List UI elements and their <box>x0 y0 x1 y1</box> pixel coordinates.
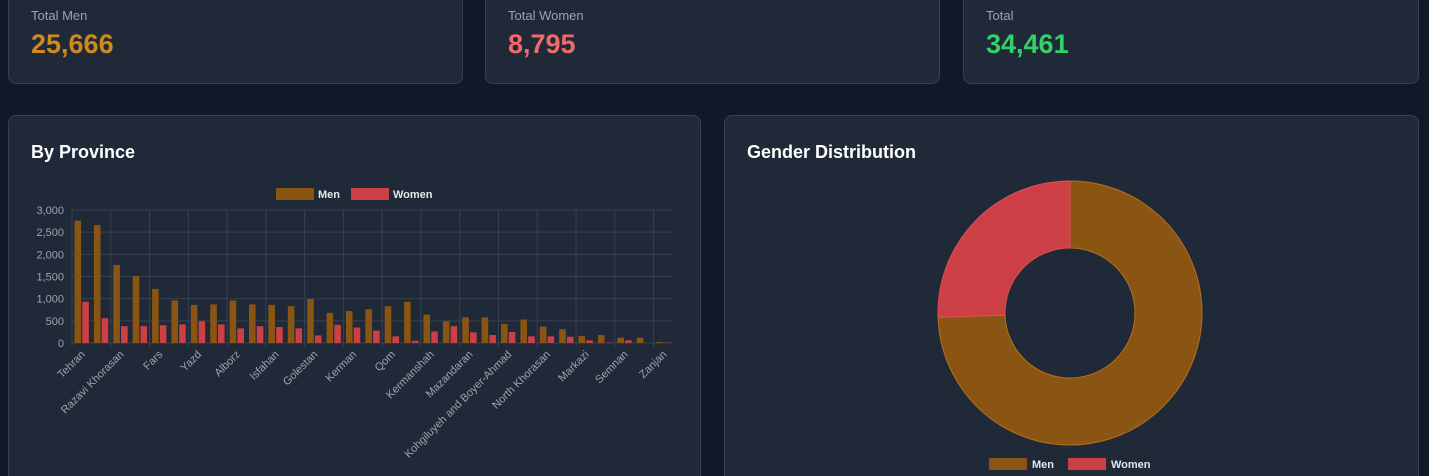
y-tick-label: 1,000 <box>36 294 64 306</box>
bar-men <box>365 309 372 343</box>
bar-women <box>411 340 419 343</box>
bar-men <box>345 311 353 343</box>
bar-men <box>617 337 624 343</box>
bar-women <box>334 324 341 343</box>
legend-swatch-women <box>351 188 389 200</box>
bar-men <box>559 329 566 343</box>
total-men-card: Total Men 25,666 <box>8 0 463 84</box>
bar-men <box>636 337 644 343</box>
total-women-label: Total Women <box>508 8 584 23</box>
bar-men <box>74 220 82 343</box>
bar-men <box>539 326 547 343</box>
total-label: Total <box>986 8 1014 23</box>
total-men-label: Total Men <box>31 8 88 23</box>
y-tick-label: 2,000 <box>36 249 64 261</box>
bar-men <box>268 304 275 343</box>
bar-women <box>101 318 109 343</box>
bar-men <box>423 314 431 343</box>
bar-women <box>392 336 400 343</box>
doughnut-legend-swatch-women <box>1068 458 1106 470</box>
y-tick-label: 3,000 <box>36 205 64 217</box>
gender-panel-title: Gender Distribution <box>747 142 917 162</box>
bar-men <box>404 301 411 343</box>
total-women-card: Total Women 8,795 <box>485 0 940 84</box>
bar-women <box>237 328 244 343</box>
bar-men <box>307 299 314 343</box>
bar-women <box>198 321 206 343</box>
bar-men <box>501 323 508 343</box>
bar-men <box>229 300 237 343</box>
bar-women <box>256 326 264 343</box>
province-panel-title: By Province <box>31 142 136 162</box>
bar-women <box>586 340 593 343</box>
bar-men <box>93 225 101 343</box>
total-card: Total 34,461 <box>963 0 1419 84</box>
bar-women <box>470 332 477 343</box>
bar-women <box>179 324 186 343</box>
y-tick-label: 1,500 <box>36 272 64 284</box>
bar-men <box>597 335 605 343</box>
y-tick-label: 0 <box>58 338 64 350</box>
legend-label-men: Men <box>318 189 340 201</box>
total-women-value: 8,795 <box>508 29 576 59</box>
legend-label-women: Women <box>393 189 433 201</box>
bar-men <box>520 319 528 343</box>
bar-women <box>450 326 458 343</box>
bar-women <box>217 324 225 343</box>
bar-women <box>547 336 555 343</box>
bar-men <box>656 342 663 343</box>
bar-women <box>140 326 148 343</box>
bar-women <box>566 336 574 343</box>
bar-women <box>431 331 438 343</box>
bar-women <box>373 330 380 343</box>
bar-women <box>314 335 322 343</box>
bar-women <box>276 327 283 343</box>
bar-men <box>442 321 450 343</box>
bar-women <box>489 335 496 343</box>
bar-men <box>190 304 198 343</box>
bar-men <box>152 288 159 343</box>
y-tick-label: 500 <box>46 316 64 328</box>
doughnut-legend-label-men: Men <box>1032 459 1054 471</box>
bar-women <box>82 301 89 343</box>
bar-men <box>462 317 469 343</box>
bar-men <box>249 304 256 343</box>
y-tick-label: 2,500 <box>36 227 64 239</box>
bar-women <box>508 331 516 343</box>
legend-swatch-men <box>276 188 314 200</box>
bar-women <box>625 340 632 343</box>
doughnut-legend-swatch-men <box>989 458 1027 470</box>
bar-men <box>171 300 179 343</box>
bar-men <box>481 317 489 343</box>
bar-men <box>210 304 217 343</box>
doughnut-slice-men <box>937 180 1203 446</box>
bar-men <box>287 306 295 343</box>
bar-women <box>295 328 303 343</box>
bar-men <box>326 312 334 343</box>
bar-men <box>132 276 140 343</box>
bar-men <box>578 335 586 343</box>
doughnut-slice-women <box>937 180 1071 318</box>
province-panel: By Province <box>8 115 701 476</box>
bar-men <box>384 306 392 343</box>
bar-women <box>528 336 535 343</box>
bar-women <box>353 327 361 343</box>
total-value: 34,461 <box>986 29 1069 59</box>
bar-women <box>121 326 128 343</box>
bar-women <box>159 325 167 343</box>
doughnut-legend-label-women: Women <box>1111 459 1151 471</box>
total-men-value: 25,666 <box>31 29 114 59</box>
bar-men <box>113 264 120 343</box>
